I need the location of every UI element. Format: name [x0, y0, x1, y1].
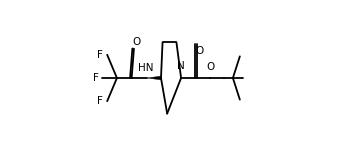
- Text: HN: HN: [138, 63, 153, 73]
- Text: O: O: [206, 62, 215, 72]
- Polygon shape: [147, 76, 161, 80]
- Text: F: F: [98, 96, 103, 106]
- Text: F: F: [93, 73, 99, 83]
- Text: O: O: [195, 46, 204, 56]
- Text: F: F: [98, 50, 103, 60]
- Text: O: O: [132, 37, 141, 47]
- Text: N: N: [177, 61, 185, 71]
